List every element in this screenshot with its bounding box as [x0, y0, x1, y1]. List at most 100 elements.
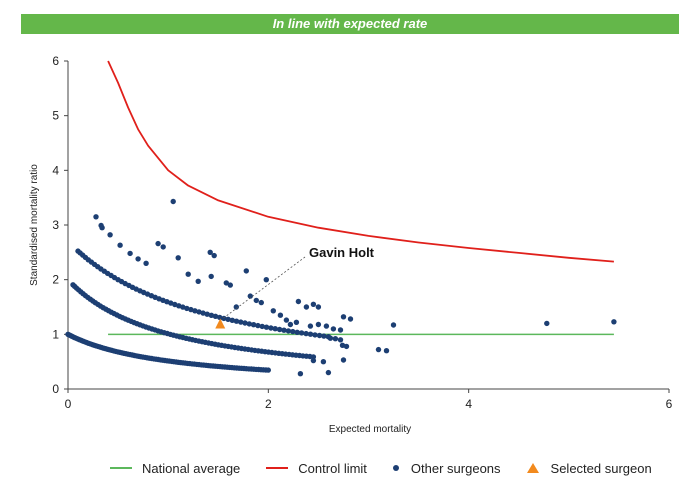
legend-label-national-average: National average: [142, 460, 241, 476]
surgeon-point: [243, 268, 249, 274]
legend-item-other-surgeons: Other surgeons: [392, 460, 501, 476]
surgeon-point: [250, 322, 257, 328]
x-axis-title: Expected mortality: [329, 424, 411, 435]
surgeon-point: [212, 313, 219, 319]
surgeon-point: [217, 314, 223, 321]
y-tick-label: 1: [52, 327, 59, 341]
surgeon-point: [211, 252, 217, 259]
surgeon-point: [263, 277, 269, 283]
surgeon-point: [340, 357, 347, 363]
surgeon-point: [310, 354, 317, 360]
surgeon-point: [242, 320, 248, 326]
surgeon-point: [287, 321, 294, 328]
surgeon-point: [195, 278, 201, 284]
surgeon-point: [143, 260, 149, 266]
legend-item-control-limit: Control limit: [266, 461, 367, 476]
surgeon-point: [316, 332, 323, 339]
reference-lines: [107, 60, 614, 336]
surgeon-point: [259, 323, 265, 330]
surgeon-point: [253, 297, 259, 304]
selected-surgeon-group: Gavin Holt: [215, 245, 375, 329]
surgeon-point: [332, 336, 339, 342]
surgeon-point: [343, 343, 350, 350]
surgeon-point: [135, 256, 141, 262]
control-limit-swatch: [266, 467, 289, 469]
surgeon-point: [390, 322, 397, 328]
x-tick-label: 6: [666, 397, 673, 411]
legend: National average Control limit Other sur…: [110, 458, 680, 478]
surgeon-point: [184, 305, 190, 312]
surgeon-point: [383, 348, 390, 354]
surgeon-point: [327, 335, 334, 341]
surgeon-point: [258, 299, 264, 306]
other-surgeons-points: [65, 198, 617, 377]
surgeon-point: [315, 304, 322, 310]
surgeon-point: [325, 369, 332, 376]
surgeon-point: [310, 357, 317, 364]
surgeon-point: [276, 326, 283, 333]
legend-label-control-limit: Control limit: [298, 460, 367, 476]
surgeon-point: [225, 316, 231, 322]
x-tick-label: 2: [265, 397, 272, 411]
surgeon-point: [200, 310, 206, 316]
surgeon-point: [285, 328, 292, 334]
selected-surgeon-swatch: [526, 463, 539, 473]
surgeon-point: [544, 320, 550, 327]
x-tick-label: 0: [65, 397, 72, 411]
surgeon-point: [290, 328, 296, 335]
surgeon-point: [268, 325, 274, 331]
legend-item-selected-surgeon: Selected surgeon: [526, 460, 652, 476]
surgeon-point: [196, 309, 202, 315]
y-tick-label: 4: [52, 163, 59, 177]
surgeon-point: [208, 312, 215, 318]
surgeon-point: [611, 319, 617, 325]
surgeon-point: [127, 250, 133, 257]
surgeon-point: [223, 280, 229, 286]
surgeon-point: [293, 319, 300, 325]
control-limit-line: [107, 60, 614, 263]
y-tick-label: 5: [52, 109, 59, 123]
surgeon-point: [160, 244, 166, 250]
outcome-banner: In line with expected rate: [21, 14, 679, 34]
surgeon-point: [303, 330, 309, 337]
surgeon-point: [337, 327, 344, 333]
surgeon-point: [320, 359, 327, 365]
surgeon-point: [229, 317, 235, 323]
surgeon-point: [281, 327, 287, 333]
surgeon-point: [277, 312, 284, 318]
national-average-swatch: [110, 467, 132, 469]
surgeon-point: [204, 311, 210, 317]
surgeon-point: [347, 316, 354, 322]
surgeon-point: [303, 304, 310, 310]
surgeon-point: [265, 367, 271, 373]
surgeon-point: [295, 298, 302, 305]
y-axis-title: Standardised mortality ratio: [29, 164, 40, 286]
surgeon-point: [298, 330, 305, 336]
surgeon-point: [207, 249, 213, 255]
y-tick-label: 3: [52, 218, 59, 232]
surgeon-point: [340, 314, 347, 320]
surgeon-point: [233, 318, 240, 324]
legend-label-other-surgeons: Other surgeons: [410, 460, 501, 476]
surgeon-point: [270, 308, 276, 314]
surgeon-point: [192, 308, 198, 314]
selected-surgeon-leader: [220, 256, 306, 321]
surgeon-point: [330, 326, 337, 332]
x-tick-label: 4: [465, 397, 472, 411]
legend-label-selected-surgeon: Selected surgeon: [550, 460, 652, 476]
surgeon-point: [247, 293, 253, 299]
surgeon-point: [185, 271, 191, 277]
surgeon-point: [117, 242, 123, 248]
surgeon-point: [312, 332, 318, 338]
surgeon-point: [323, 323, 330, 329]
surgeon-point: [263, 324, 270, 330]
surgeon-point: [238, 319, 244, 325]
surgeon-point: [227, 282, 233, 288]
surgeon-point: [294, 329, 300, 335]
surgeon-point: [297, 371, 304, 377]
surgeon-point: [233, 304, 239, 310]
surgeon-point: [283, 317, 290, 323]
selected-surgeon-marker: [215, 318, 226, 329]
legend-item-national-average: National average: [110, 461, 240, 476]
